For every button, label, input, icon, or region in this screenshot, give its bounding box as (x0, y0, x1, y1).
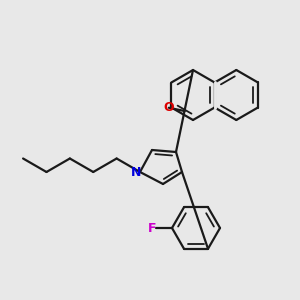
Text: N: N (131, 166, 141, 178)
Text: F: F (148, 221, 156, 235)
Text: O: O (164, 101, 174, 114)
